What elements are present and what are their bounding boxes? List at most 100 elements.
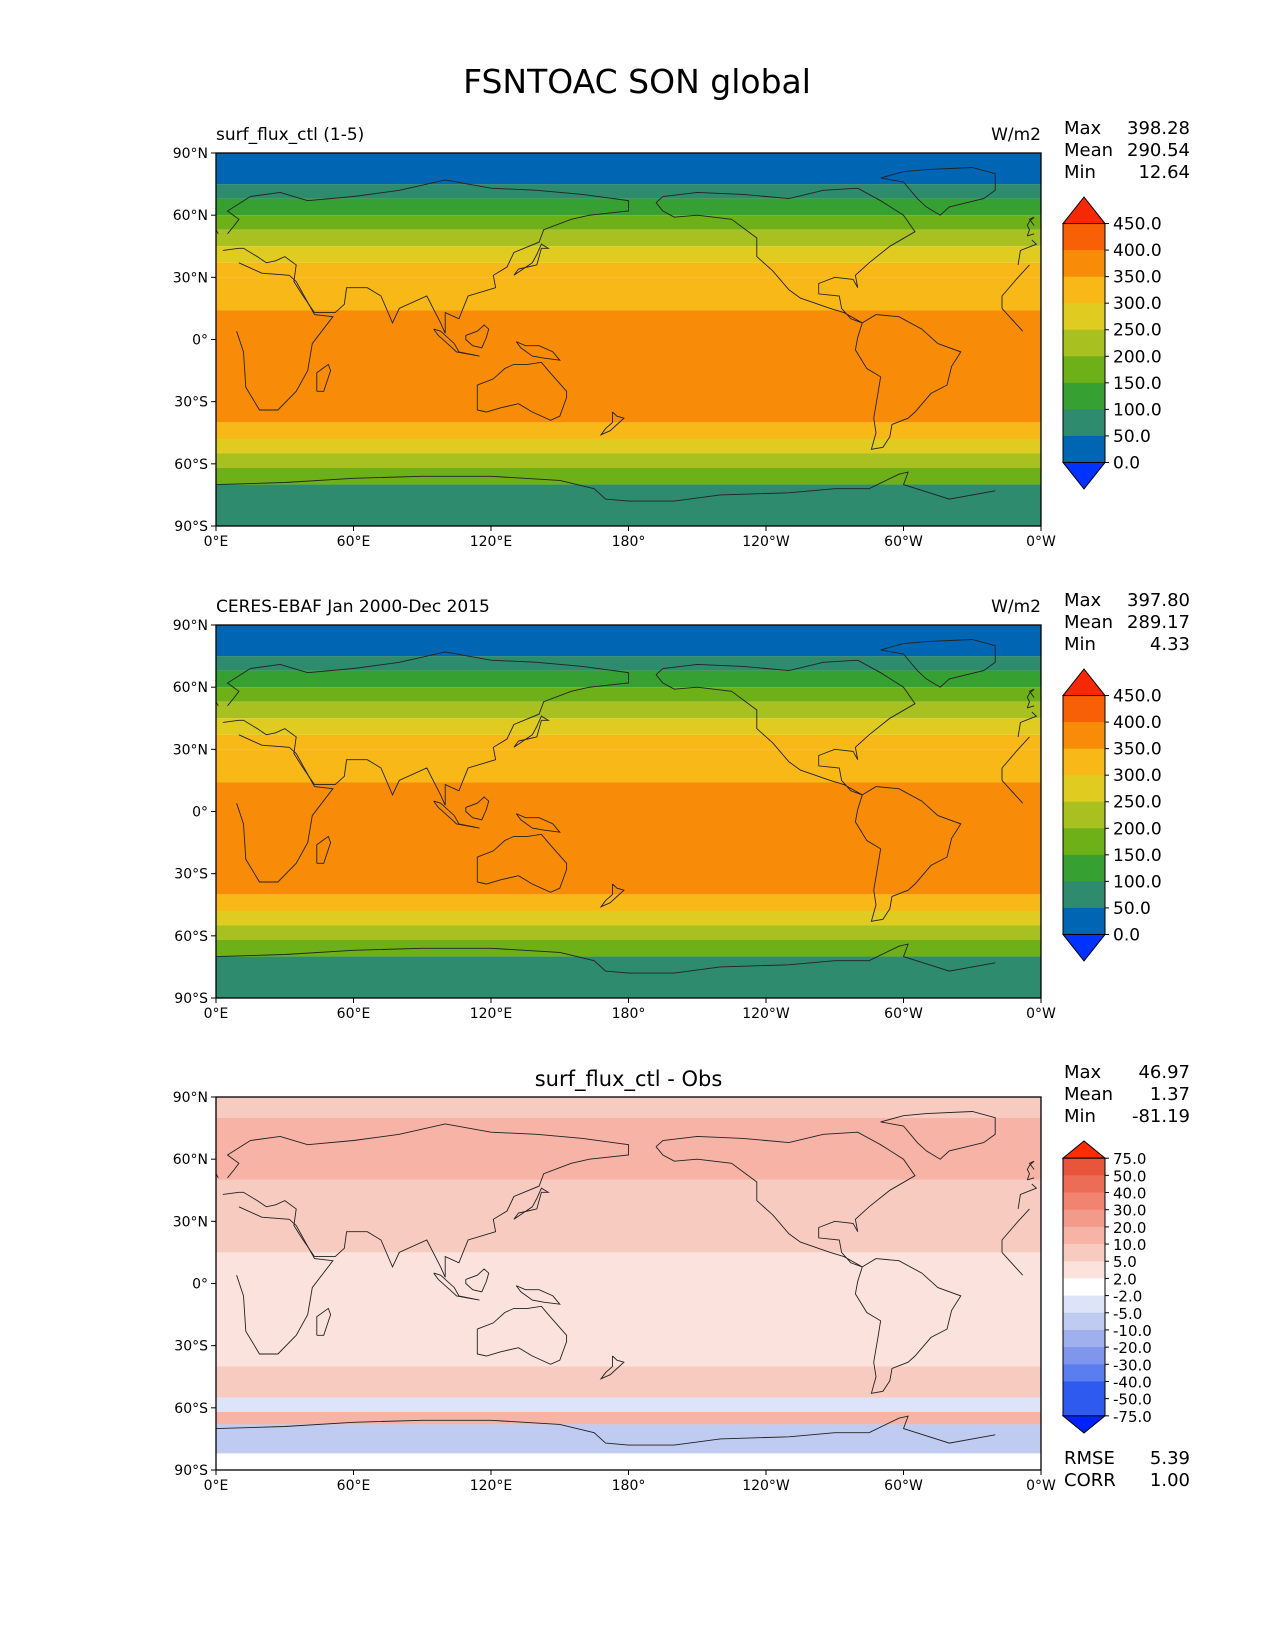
colorbar: 75.050.040.030.020.010.05.02.0-2.0-5.0-1… — [1061, 1140, 1152, 1434]
zonal-band — [216, 749, 1041, 783]
coastline — [476, 1305, 568, 1365]
corr-label: CORR — [1064, 1470, 1116, 1491]
coastline — [515, 813, 561, 833]
colorbar-extend-min — [1061, 461, 1107, 490]
colorbar-segment — [1063, 1381, 1105, 1400]
stat-value: -81.19 — [1132, 1106, 1190, 1127]
colorbar-segment — [1063, 1158, 1105, 1176]
stat-label: Max — [1064, 118, 1102, 139]
stat-label: Min — [1064, 634, 1096, 655]
panel-left-title: CERES-EBAF Jan 2000-Dec 2015 — [216, 597, 490, 617]
stat-value: 398.28 — [1127, 118, 1190, 139]
colorbar-segment — [1063, 828, 1105, 856]
zonal-band — [216, 1252, 1041, 1367]
colorbar-segment — [1063, 356, 1105, 384]
zonal-band — [216, 939, 1041, 957]
colorbar-tick-label: 400.0 — [1113, 713, 1162, 733]
zonal-band — [216, 453, 1041, 468]
coastline — [476, 833, 568, 893]
x-tick-label: 60°E — [337, 1006, 371, 1022]
stat-value: 46.97 — [1138, 1062, 1190, 1083]
y-tick-label: 90°S — [174, 991, 208, 1007]
colorbar-tick-label: 30.0 — [1113, 1202, 1146, 1220]
panel-left-title: surf_flux_ctl (1-5) — [216, 125, 364, 145]
figure-title: FSNTOAC SON global — [463, 62, 811, 101]
y-tick-label: 90°N — [173, 146, 208, 162]
coastline — [513, 243, 550, 276]
zonal-band — [216, 277, 1041, 311]
zonal-band — [216, 262, 1041, 278]
zonal-band — [216, 1097, 1041, 1118]
panel-units: W/m2 — [991, 597, 1041, 617]
colorbar-tick-label: 50.0 — [1113, 899, 1151, 919]
coastline — [599, 1355, 625, 1380]
colorbar-tick-label: 40.0 — [1113, 1185, 1146, 1203]
stat-value: 4.33 — [1150, 634, 1190, 655]
coastline — [433, 1272, 480, 1301]
y-tick-label: 30°S — [174, 1339, 208, 1355]
colorbar-extend-min — [1061, 1415, 1107, 1434]
colorbar-tick-label: 200.0 — [1113, 347, 1162, 367]
colorbar-extend-max — [1061, 1140, 1107, 1159]
stat-value: 290.54 — [1127, 140, 1190, 161]
colorbar-segment — [1063, 1329, 1105, 1348]
y-tick-label: 90°N — [173, 618, 208, 634]
colorbar-segment — [1063, 1192, 1105, 1211]
coastline — [880, 639, 996, 688]
colorbar-segment — [1063, 1175, 1105, 1194]
colorbar-tick-label: 5.0 — [1113, 1253, 1137, 1271]
colorbar-tick-label: -50.0 — [1113, 1391, 1152, 1409]
zonal-band — [216, 1453, 1041, 1470]
coastline — [222, 1123, 1038, 1278]
x-tick-label: 120°W — [742, 1478, 790, 1494]
colorbar-segment — [1063, 1209, 1105, 1228]
colorbar-tick-label: 350.0 — [1113, 268, 1162, 288]
coastline — [513, 715, 550, 748]
x-tick-label: 180° — [612, 1006, 646, 1022]
coastline — [880, 167, 996, 216]
colorbar: 450.0 400.0 350.0 300.0 250.0 200.0 150.0 100.0… — [1061, 668, 1162, 962]
y-tick-label: 30°N — [173, 742, 208, 758]
x-tick-label: 120°E — [470, 1006, 513, 1022]
colorbar-tick-label: -75.0 — [1113, 1408, 1152, 1426]
y-tick-label: 90°S — [174, 519, 208, 535]
stat-value: 1.37 — [1150, 1084, 1190, 1105]
colorbar-segment — [1063, 695, 1105, 723]
colorbar-tick-label: 10.0 — [1113, 1236, 1146, 1254]
y-tick-label: 60°S — [174, 457, 208, 473]
colorbar-tick-label: -40.0 — [1113, 1373, 1152, 1391]
colorbar-tick-label: 200.0 — [1113, 819, 1162, 839]
colorbar-frame — [1062, 1157, 1106, 1417]
zonal-band — [216, 734, 1041, 750]
zonal-band — [216, 153, 1041, 185]
coastline — [465, 796, 490, 821]
colorbar-tick-label: 50.0 — [1113, 1167, 1146, 1185]
y-tick-label: 60°S — [174, 929, 208, 945]
stat-value: 397.80 — [1127, 590, 1190, 611]
coastline — [854, 786, 962, 922]
stat-value: 12.64 — [1138, 162, 1190, 183]
x-tick-label: 120°E — [470, 1478, 513, 1494]
map-area — [216, 1097, 1041, 1470]
zonal-band — [216, 910, 1041, 926]
x-tick-label: 60°W — [884, 534, 923, 550]
zonal-band — [216, 782, 1041, 895]
x-tick-label: 120°W — [742, 534, 790, 550]
coastline — [476, 361, 568, 421]
colorbar-segment — [1063, 1226, 1105, 1245]
colorbar-tick-label: 450.0 — [1113, 215, 1162, 235]
x-tick-label: 0°E — [204, 534, 229, 550]
colorbar-segment — [1063, 1261, 1105, 1279]
zonal-band — [216, 1424, 1041, 1454]
colorbar-segment — [1063, 1398, 1105, 1417]
zonal-band — [216, 184, 1041, 199]
zonal-band — [216, 1366, 1041, 1398]
colorbar-extend-min — [1061, 933, 1107, 962]
map-area — [216, 153, 1041, 526]
zonal-band — [216, 1411, 1041, 1425]
coastline — [316, 363, 332, 392]
coastline — [216, 1415, 996, 1446]
coastline — [316, 1307, 332, 1336]
colorbar-tick-label: -2.0 — [1113, 1288, 1142, 1306]
